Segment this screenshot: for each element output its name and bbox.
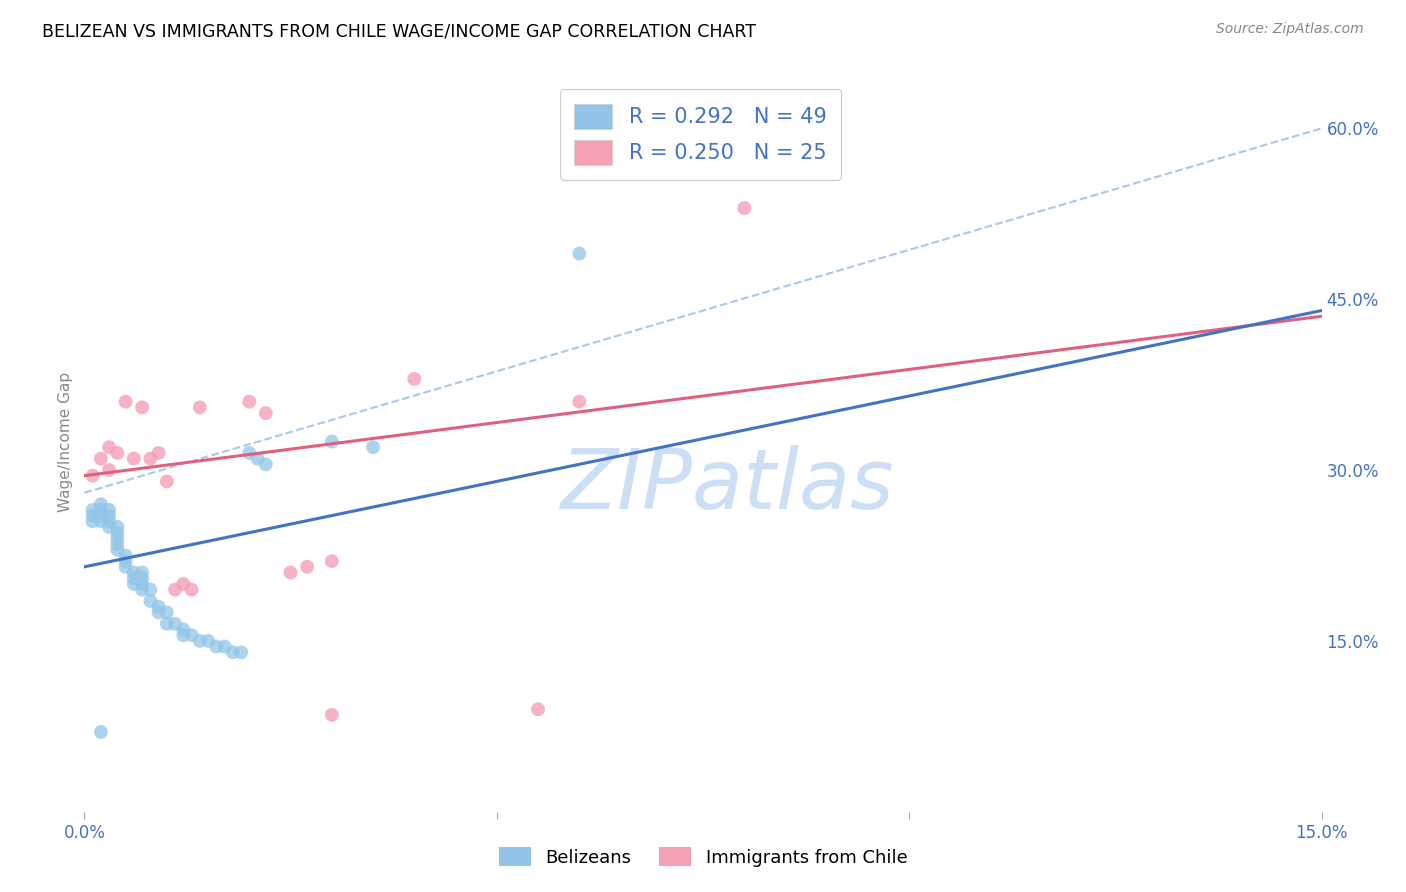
Point xyxy=(180,582,202,597)
Point xyxy=(122,566,145,580)
Point xyxy=(404,372,426,386)
Point xyxy=(733,201,755,215)
Point xyxy=(114,559,136,574)
Point xyxy=(105,525,128,540)
Point xyxy=(122,451,145,466)
Point xyxy=(148,599,170,614)
Point xyxy=(114,549,136,563)
Point xyxy=(229,645,252,659)
Point xyxy=(205,640,228,654)
Point xyxy=(321,554,343,568)
Point xyxy=(148,606,170,620)
Point xyxy=(82,503,104,517)
Point xyxy=(131,401,153,415)
Legend: R = 0.292   N = 49, R = 0.250   N = 25: R = 0.292 N = 49, R = 0.250 N = 25 xyxy=(560,89,841,179)
Point xyxy=(122,571,145,585)
Point xyxy=(568,246,591,260)
Point xyxy=(222,645,245,659)
Point xyxy=(361,440,384,454)
Text: Source: ZipAtlas.com: Source: ZipAtlas.com xyxy=(1216,22,1364,37)
Point xyxy=(238,446,260,460)
Point xyxy=(82,514,104,528)
Point xyxy=(105,532,128,546)
Point xyxy=(131,582,153,597)
Point xyxy=(90,497,112,511)
Point xyxy=(105,542,128,557)
Point xyxy=(321,707,343,722)
Point xyxy=(568,394,591,409)
Point xyxy=(139,582,162,597)
Point xyxy=(90,725,112,739)
Point xyxy=(254,458,277,472)
Point xyxy=(90,508,112,523)
Point xyxy=(172,628,194,642)
Legend: Belizeans, Immigrants from Chile: Belizeans, Immigrants from Chile xyxy=(492,840,914,874)
Point xyxy=(98,463,121,477)
Point xyxy=(82,508,104,523)
Point xyxy=(105,520,128,534)
Point xyxy=(238,394,260,409)
Point xyxy=(214,640,236,654)
Text: BELIZEAN VS IMMIGRANTS FROM CHILE WAGE/INCOME GAP CORRELATION CHART: BELIZEAN VS IMMIGRANTS FROM CHILE WAGE/I… xyxy=(42,22,756,40)
Point xyxy=(139,451,162,466)
Point xyxy=(321,434,343,449)
Point xyxy=(122,577,145,591)
Point xyxy=(114,394,136,409)
Point xyxy=(90,503,112,517)
Point xyxy=(156,475,179,489)
Point xyxy=(90,451,112,466)
Y-axis label: Wage/Income Gap: Wage/Income Gap xyxy=(58,371,73,512)
Point xyxy=(98,440,121,454)
Point xyxy=(172,623,194,637)
Point xyxy=(148,446,170,460)
Point xyxy=(105,537,128,551)
Point xyxy=(527,702,550,716)
Point xyxy=(172,577,194,591)
Point xyxy=(156,616,179,631)
Point xyxy=(98,514,121,528)
Point xyxy=(156,606,179,620)
Point xyxy=(98,508,121,523)
Point xyxy=(90,514,112,528)
Point xyxy=(131,571,153,585)
Point xyxy=(197,633,219,648)
Point xyxy=(295,559,318,574)
Point xyxy=(254,406,277,420)
Point xyxy=(246,451,269,466)
Point xyxy=(139,594,162,608)
Point xyxy=(98,520,121,534)
Point xyxy=(180,628,202,642)
Text: ZIPatlas: ZIPatlas xyxy=(561,445,894,526)
Point xyxy=(165,616,187,631)
Point xyxy=(114,554,136,568)
Point xyxy=(280,566,302,580)
Point xyxy=(188,401,211,415)
Point xyxy=(105,446,128,460)
Point xyxy=(131,566,153,580)
Point xyxy=(188,633,211,648)
Point xyxy=(131,577,153,591)
Point xyxy=(98,503,121,517)
Point xyxy=(82,468,104,483)
Point xyxy=(165,582,187,597)
